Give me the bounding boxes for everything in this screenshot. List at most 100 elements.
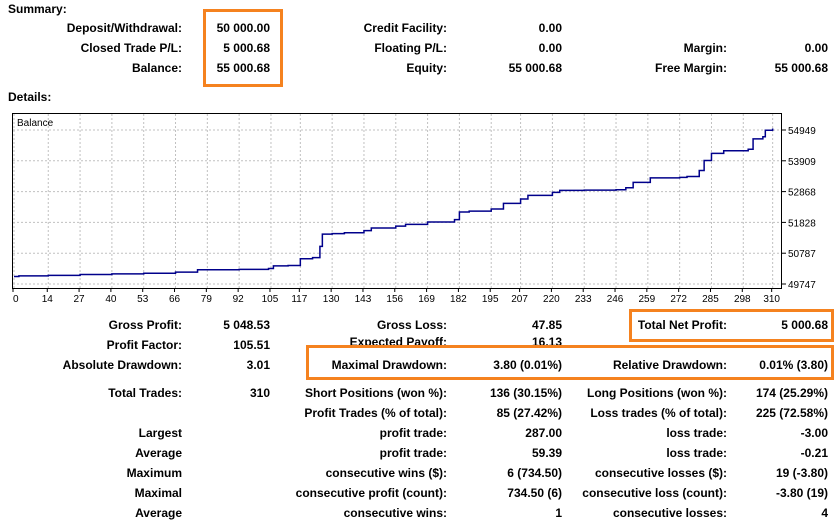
profit-factor-value: 105.51	[233, 338, 270, 352]
x-tick-label: 27	[74, 294, 86, 305]
average-label: Average	[135, 446, 182, 460]
maximal-label: Maximal	[134, 486, 182, 500]
average-consecutive-losses-value: 4	[821, 506, 828, 520]
balance-line	[14, 128, 774, 278]
floating-value: 0.00	[538, 41, 562, 55]
relative-drawdown-label: Relative Drawdown:	[612, 358, 727, 372]
y-tick-label: 54949	[788, 126, 816, 137]
closed-pl-value: 5 000.68	[223, 41, 270, 55]
x-tick-label: 0	[13, 294, 19, 305]
short-positions-value: 136 (30.15%)	[489, 386, 562, 400]
loss-trades-label: Loss trades (% of total):	[590, 406, 727, 420]
profit-trades-label: Profit Trades (% of total):	[304, 406, 447, 420]
x-tick-label: 66	[169, 294, 181, 305]
average-loss-label: loss trade:	[666, 446, 727, 460]
y-tick-label: 50787	[788, 249, 816, 260]
deposit-label: Deposit/Withdrawal:	[66, 21, 182, 35]
profit-factor-label: Profit Factor:	[106, 338, 182, 352]
x-tick-label: 298	[734, 294, 751, 305]
free-margin-value: 55 000.68	[774, 61, 828, 75]
relative-drawdown-value: 0.01% (3.80)	[759, 358, 828, 372]
summary-highlight-box	[203, 9, 283, 87]
x-tick-label: 53	[137, 294, 149, 305]
x-tick-label: 169	[418, 294, 435, 305]
balance-label: Balance:	[131, 61, 182, 75]
free-margin-label: Free Margin:	[654, 61, 727, 75]
profit-trades-value: 85 (27.42%)	[496, 406, 562, 420]
average-profit-value: 59.39	[531, 446, 562, 460]
chart-title: Balance	[17, 118, 54, 129]
balance-chart-svg: Balance	[13, 114, 781, 288]
average-consecutive-wins-value: 1	[555, 506, 562, 520]
y-tick-label: 51828	[788, 218, 816, 229]
balance-value: 55 000.68	[216, 61, 270, 75]
x-tick-label: 130	[323, 294, 340, 305]
x-tick-label: 246	[607, 294, 624, 305]
chart-grid	[13, 114, 781, 288]
total-net-profit-value: 5 000.68	[781, 318, 828, 332]
margin-value: 0.00	[804, 41, 828, 55]
x-tick-label: 310	[763, 294, 780, 305]
gross-profit-label: Gross Profit:	[108, 318, 182, 332]
x-tick-label: 259	[639, 294, 656, 305]
maximal-drawdown-value: 3.80 (0.01%)	[493, 358, 562, 372]
closed-pl-label: Closed Trade P/L:	[80, 41, 182, 55]
details-heading: Details:	[8, 90, 52, 104]
largest-profit-label: profit trade:	[379, 426, 447, 440]
y-tick-label: 53909	[788, 157, 816, 168]
average-profit-label: profit trade:	[379, 446, 447, 460]
max-consecutive-wins-label: consecutive wins ($):	[325, 466, 447, 480]
largest-profit-value: 287.00	[525, 426, 562, 440]
x-tick-label: 143	[355, 294, 372, 305]
x-tick-label: 14	[42, 294, 54, 305]
average-loss-value: -0.21	[800, 446, 828, 460]
max-consecutive-losses-value: 19 (-3.80)	[775, 466, 828, 480]
balance-chart: Balance	[12, 113, 782, 289]
loss-trades-value: 225 (72.58%)	[755, 406, 828, 420]
maximum-label: Maximum	[126, 466, 182, 480]
margin-label: Margin:	[683, 41, 727, 55]
average-consecutive-losses-label: consecutive losses:	[612, 506, 727, 520]
credit-value: 0.00	[538, 21, 562, 35]
x-tick-label: 285	[702, 294, 719, 305]
x-tick-label: 92	[233, 294, 245, 305]
x-tick-label: 272	[670, 294, 687, 305]
largest-loss-value: -3.00	[800, 426, 828, 440]
total-net-profit-label: Total Net Profit:	[637, 318, 727, 332]
largest-label: Largest	[138, 426, 182, 440]
gross-loss-label: Gross Loss:	[376, 318, 447, 332]
short-positions-label: Short Positions (won %):	[305, 386, 447, 400]
x-tick-label: 156	[386, 294, 403, 305]
x-tick-label: 233	[575, 294, 592, 305]
maximal-consecutive-loss-label: consecutive loss (count):	[582, 486, 727, 500]
credit-label: Credit Facility:	[363, 21, 447, 35]
summary-heading: Summary:	[8, 2, 67, 16]
x-tick-label: 40	[105, 294, 117, 305]
net-profit-highlight-box	[629, 309, 834, 342]
floating-label: Floating P/L:	[374, 41, 447, 55]
x-tick-label: 117	[291, 294, 307, 305]
equity-value: 55 000.68	[508, 61, 562, 75]
total-trades-value: 310	[249, 386, 270, 400]
x-tick-label: 79	[201, 294, 213, 305]
maximal-consecutive-profit-value: 734.50 (6)	[507, 486, 562, 500]
absolute-drawdown-value: 3.01	[246, 358, 270, 372]
total-trades-label: Total Trades:	[108, 386, 182, 400]
y-axis: 54949 53909 52868 51828 50787 49747	[782, 126, 816, 291]
x-tick-label: 195	[482, 294, 499, 305]
long-positions-label: Long Positions (won %):	[587, 386, 727, 400]
x-tick-label: 207	[511, 294, 528, 305]
maximal-consecutive-profit-label: consecutive profit (count):	[295, 486, 447, 500]
x-tick-label: 182	[450, 294, 467, 305]
maximal-consecutive-loss-value: -3.80 (19)	[775, 486, 828, 500]
absolute-drawdown-label: Absolute Drawdown:	[62, 358, 182, 372]
average-consecutive-wins-label: consecutive wins:	[343, 506, 447, 520]
maximal-drawdown-label: Maximal Drawdown:	[331, 358, 447, 372]
largest-loss-label: loss trade:	[666, 426, 727, 440]
drawdown-highlight-box	[306, 345, 834, 380]
max-consecutive-losses-label: consecutive losses ($):	[594, 466, 727, 480]
y-tick-label: 52868	[788, 188, 816, 199]
deposit-value: 50 000.00	[216, 21, 270, 35]
y-tick-label: 49747	[788, 280, 816, 291]
long-positions-value: 174 (25.29%)	[755, 386, 828, 400]
